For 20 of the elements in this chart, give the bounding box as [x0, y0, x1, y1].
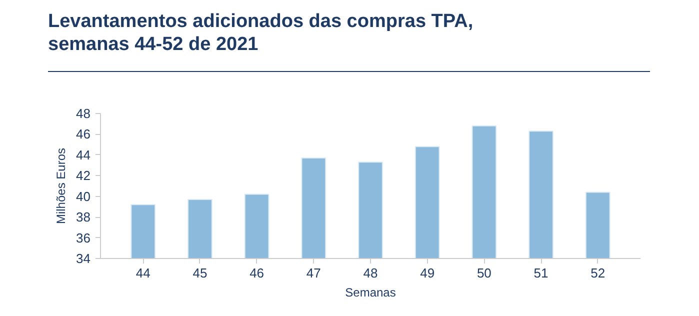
x-tick-label: 52 [590, 266, 606, 280]
y-tick-label: 42 [76, 168, 91, 184]
y-tick-label: 46 [76, 126, 91, 142]
y-tick-label: 36 [76, 230, 91, 246]
x-tick-label: 44 [136, 266, 150, 280]
y-tick-label: 40 [76, 188, 91, 204]
y-tick-label: 44 [76, 147, 91, 162]
x-tick-label: 46 [250, 266, 264, 280]
x-tick-label: 45 [192, 266, 208, 280]
x-tick-label: 51 [534, 266, 548, 280]
y-axis-title: Milhões Euros [54, 148, 68, 224]
y-tick-label: 38 [76, 210, 91, 225]
x-tick-label: 50 [476, 266, 492, 280]
x-tick-label: 48 [363, 266, 378, 280]
x-tick-label: 47 [306, 266, 321, 280]
chart-title: Levantamentos adicionados das compras TPA, semanas 44-52 de 2021 [48, 10, 474, 56]
y-tick-label: 48 [76, 106, 91, 121]
y-tick-label: 34 [76, 251, 91, 266]
x-axis-title: Semanas [345, 286, 396, 300]
x-tick-label: 49 [420, 266, 435, 280]
